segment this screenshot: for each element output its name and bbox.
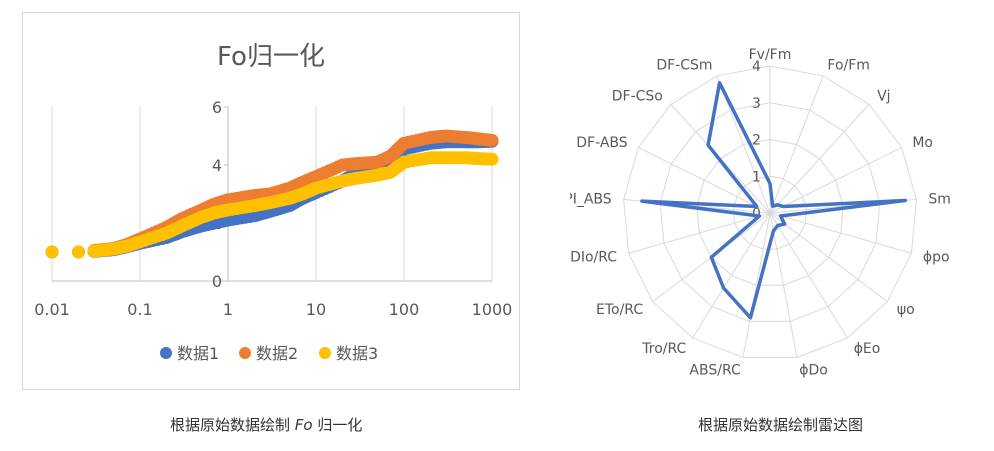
series-3 bbox=[45, 151, 499, 259]
legend: 数据1 数据2 数据3 bbox=[160, 344, 378, 363]
x-tick-label: 1 bbox=[223, 300, 233, 319]
data-point bbox=[71, 245, 85, 259]
radar-spoke bbox=[769, 75, 824, 214]
radar-category-label: DF-CSo bbox=[612, 88, 663, 104]
y-tick-label: 6 bbox=[212, 98, 222, 117]
x-tick-label: 0.01 bbox=[34, 300, 70, 319]
radar-category-label: DF-CSm bbox=[656, 58, 712, 74]
y-tick-label: 0 bbox=[212, 272, 222, 291]
radar-category-label: ϕEo bbox=[854, 341, 881, 357]
radar-category-label: ABS/RC bbox=[689, 362, 741, 378]
legend-label: 数据3 bbox=[336, 344, 378, 363]
radar-spoke bbox=[628, 212, 771, 254]
radar-category-label: Tro/RC bbox=[641, 341, 686, 357]
radar-chart: 01234Fv/FmFo/FmVjMoSmϕpoψoϕEoϕDoABS/RCTr… bbox=[570, 47, 951, 378]
radar-category-label: ϕpo bbox=[923, 250, 950, 266]
radar-category-label: Mo bbox=[912, 135, 933, 151]
caption-fo-suffix: 归一化 bbox=[312, 416, 363, 434]
radar-spoke bbox=[692, 212, 771, 339]
caption-fo-italic: Fo bbox=[294, 416, 313, 434]
radar-tick-label: 1 bbox=[752, 169, 761, 185]
x-tick-label: 10 bbox=[306, 300, 326, 319]
radar-spoke bbox=[769, 212, 912, 254]
legend-label: 数据2 bbox=[256, 344, 298, 363]
caption-fo-prefix: 根据原始数据绘制 bbox=[170, 416, 295, 434]
x-tick-label: 0.1 bbox=[127, 300, 152, 319]
radar-category-label: DF-ABS bbox=[576, 135, 628, 151]
legend-label: 数据1 bbox=[177, 344, 219, 363]
x-tick-label: 100 bbox=[389, 300, 420, 319]
caption-fo-chart: 根据原始数据绘制 Fo 归一化 bbox=[170, 414, 362, 435]
data-point bbox=[485, 152, 499, 166]
radar-spoke bbox=[742, 212, 771, 358]
radar-category-label: DIo/RC bbox=[570, 250, 617, 266]
data-point bbox=[485, 133, 499, 147]
radar-category-label: ETo/RC bbox=[596, 302, 643, 318]
radar-spoke bbox=[769, 212, 848, 339]
radar-ring bbox=[659, 102, 881, 322]
radar-tick-label: 4 bbox=[752, 59, 761, 75]
chart-title: Fo归一化 bbox=[217, 42, 325, 72]
radar-category-label: Sm bbox=[928, 191, 951, 207]
radar-spoke bbox=[769, 212, 888, 302]
radar-category-label: PI_ABS bbox=[570, 191, 612, 207]
data-point bbox=[45, 245, 59, 259]
legend-marker bbox=[239, 347, 251, 359]
radar-tick-label: 3 bbox=[752, 96, 761, 112]
radar-category-label: ψo bbox=[897, 302, 915, 318]
radar-ring bbox=[696, 138, 844, 286]
x-tick-label: 1000 bbox=[472, 300, 513, 319]
caption-radar-chart: 根据原始数据绘制雷达图 bbox=[698, 416, 864, 434]
radar-category-label: Vj bbox=[877, 88, 890, 104]
radar-spoke bbox=[769, 212, 798, 358]
radar-category-label: ϕDo bbox=[799, 362, 828, 378]
radar-ring bbox=[623, 65, 917, 358]
legend-marker bbox=[160, 347, 172, 359]
radar-spoke bbox=[769, 104, 870, 214]
legend-marker bbox=[319, 347, 331, 359]
y-tick-label: 4 bbox=[212, 156, 222, 175]
radar-category-label: Fv/Fm bbox=[749, 47, 792, 63]
radar-category-label: Fo/Fm bbox=[827, 58, 870, 74]
radar-series-line bbox=[640, 81, 908, 320]
radar-spoke bbox=[638, 147, 771, 214]
radar-spoke bbox=[769, 147, 902, 214]
radar-tick-label: 2 bbox=[752, 133, 761, 149]
